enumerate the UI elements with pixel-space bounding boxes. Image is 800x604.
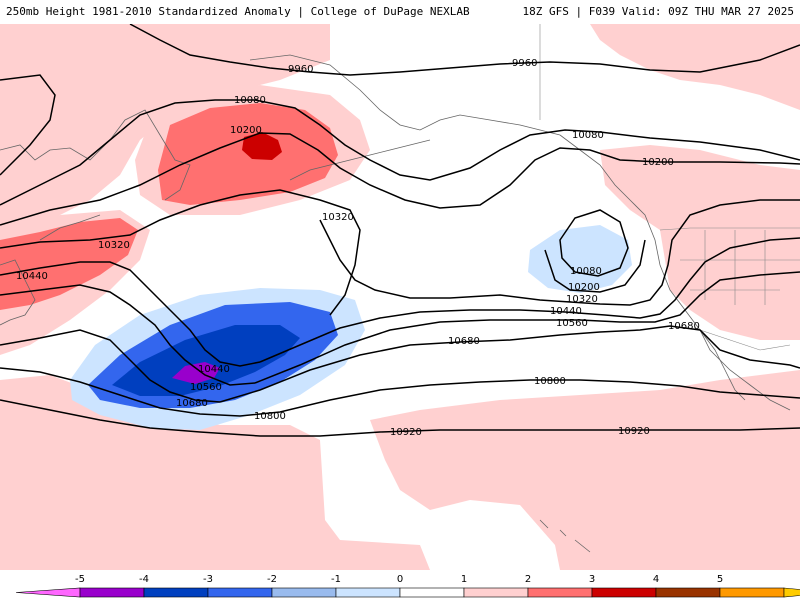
anomaly-colorbar: -5 -4 -3 -2 -1 0 1 2 3 4 5 — [0, 570, 800, 600]
colorbar-swatch — [271, 587, 337, 598]
contour-label: 10680 — [448, 336, 480, 347]
anomaly-positive-southeast — [370, 370, 800, 570]
contour-10200 — [0, 132, 800, 226]
contour-10680-b — [219, 325, 800, 403]
contour-labels: 9960 9960 10080 10080 10080 10200 10200 … — [16, 58, 700, 438]
anomaly-positive-south — [0, 375, 430, 570]
contour-10680 — [0, 329, 221, 403]
negative-anomaly-shading — [70, 225, 632, 430]
contour-label: 10200 — [568, 282, 600, 293]
colorbar-tick: 4 — [653, 574, 659, 585]
contour-10560 — [0, 284, 256, 386]
coastlines — [0, 54, 791, 553]
colorbar-tick: 0 — [397, 574, 403, 585]
map-title: 250mb Height 1981-2010 Standardized Anom… — [6, 5, 470, 18]
coastline-kurils — [39, 214, 101, 241]
colorbar-swatch — [783, 587, 800, 598]
colorbar-tick: 1 — [461, 574, 467, 585]
anomaly-positive-3-core — [242, 132, 282, 160]
map-header: 250mb Height 1981-2010 Standardized Anom… — [0, 0, 800, 24]
colorbar-swatch — [207, 587, 273, 598]
contour-label: 10200 — [642, 157, 674, 168]
contour-label: 9960 — [288, 64, 313, 75]
colorbar-tick: -2 — [267, 574, 277, 585]
colorbar-swatch — [15, 587, 81, 598]
colorbar-swatch — [143, 587, 209, 598]
colorbar-swatch — [79, 587, 145, 598]
colorbar-swatches — [15, 587, 800, 598]
colorbar-swatch — [655, 587, 721, 598]
anomaly-positive-northeast — [590, 24, 800, 110]
contour-10320 — [0, 189, 361, 316]
contour-10440 — [0, 261, 261, 367]
model-valid-time: 18Z GFS | F039 Valid: 09Z THU MAR 27 202… — [522, 5, 794, 18]
contour-label: 10080 — [234, 95, 266, 106]
contour-label: 10320 — [566, 294, 598, 305]
contour-9960 — [129, 24, 800, 76]
contour-10560-b — [254, 271, 800, 384]
contour-label: 10800 — [534, 376, 566, 387]
colorbar-tick: 5 — [717, 574, 723, 585]
height-anomaly-map: 9960 9960 10080 10080 10080 10200 10200 … — [0, 24, 800, 570]
contour-label: 10560 — [190, 382, 222, 393]
colorbar-swatch — [399, 587, 465, 598]
border-us-mexico — [699, 329, 791, 351]
border-states-3 — [704, 230, 766, 305]
contour-10920 — [0, 399, 800, 437]
colorbar-swatch — [335, 587, 401, 598]
contour-10200-b — [544, 239, 646, 293]
contour-label: 10080 — [570, 266, 602, 277]
contour-label: 10440 — [198, 364, 230, 375]
colorbar-swatch — [463, 587, 529, 598]
anomaly-positive-north — [0, 24, 330, 230]
positive-anomaly-shading — [0, 24, 800, 570]
political-borders — [539, 24, 800, 351]
coastline-hawaii — [539, 519, 591, 553]
anomaly-negative-3 — [112, 325, 300, 396]
contour-label: 10080 — [572, 130, 604, 141]
coastline-asia — [0, 109, 191, 201]
contour-10080-low — [559, 209, 629, 277]
contour-label: 10560 — [556, 318, 588, 329]
colorbar-tick: -1 — [331, 574, 341, 585]
contour-label: 9960 — [512, 58, 537, 69]
contour-10080 — [0, 99, 800, 206]
colorbar-tick: 2 — [525, 574, 531, 585]
colorbar-tick-labels: -5 -4 -3 -2 -1 0 1 2 3 4 5 — [75, 574, 723, 585]
colorbar-swatch — [527, 587, 593, 598]
coastline-alaska — [249, 54, 561, 136]
contour-label: 10320 — [98, 240, 130, 251]
anomaly-negative-4 — [172, 362, 220, 384]
contour-label: 10800 — [254, 411, 286, 422]
contour-10440-b — [259, 237, 800, 363]
contour-label: 10680 — [668, 321, 700, 332]
coastline-aleutians — [289, 139, 431, 181]
colorbar-swatch — [591, 587, 657, 598]
contour-10800 — [0, 367, 800, 417]
contour-label: 10680 — [176, 398, 208, 409]
contour-9960-west — [0, 74, 56, 176]
contour-label: 10920 — [618, 426, 650, 437]
contour-10320-b — [319, 199, 800, 306]
contour-label: 10200 — [230, 125, 262, 136]
colorbar-tick: 3 — [589, 574, 595, 585]
anomaly-positive-east — [600, 145, 800, 340]
colorbar-tick: -4 — [139, 574, 149, 585]
colorbar-swatch — [719, 587, 785, 598]
contour-label: 10440 — [550, 306, 582, 317]
colorbar-tick: -3 — [203, 574, 213, 585]
coastline-japan — [0, 259, 36, 326]
colorbar-tick: -5 — [75, 574, 85, 585]
contour-label: 10320 — [322, 212, 354, 223]
contour-label: 10920 — [390, 427, 422, 438]
contour-label: 10440 — [16, 271, 48, 282]
height-contours — [0, 24, 800, 437]
